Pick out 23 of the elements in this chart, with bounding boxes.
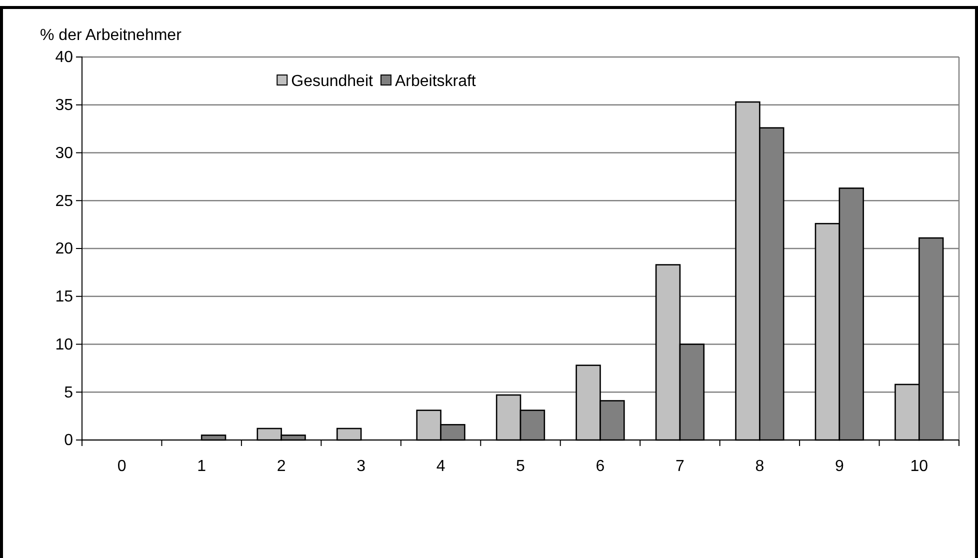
x-tick-label: 2 (276, 458, 286, 475)
x-tick-label: 4 (436, 458, 446, 475)
x-tick-label: 7 (676, 458, 684, 475)
x-tick-label: 6 (596, 458, 605, 475)
y-tick-label: 35 (55, 96, 74, 114)
y-tick-label: 5 (64, 384, 74, 402)
x-tick-label: 3 (356, 458, 366, 475)
y-axis-title: % der Arbeitnehmer (40, 27, 182, 44)
x-tick-label: 9 (834, 458, 844, 475)
y-tick-label: 40 (55, 49, 74, 66)
x-tick-label: 1 (197, 458, 206, 475)
y-tick-label: 30 (55, 144, 74, 162)
y-tick-label: 0 (64, 432, 74, 450)
y-tick-label: 25 (55, 192, 74, 210)
y-tick-label: 10 (55, 336, 74, 354)
legend-label: Gesundheit (291, 73, 374, 90)
x-tick-label: 5 (516, 458, 526, 475)
x-tick-label: 10 (910, 458, 928, 475)
x-tick-label: 0 (117, 458, 126, 475)
y-tick-label: 15 (55, 288, 74, 306)
y-tick-label: 20 (55, 240, 74, 258)
legend-label: Arbeitskraft (394, 73, 476, 90)
x-tick-label: 8 (755, 458, 764, 475)
